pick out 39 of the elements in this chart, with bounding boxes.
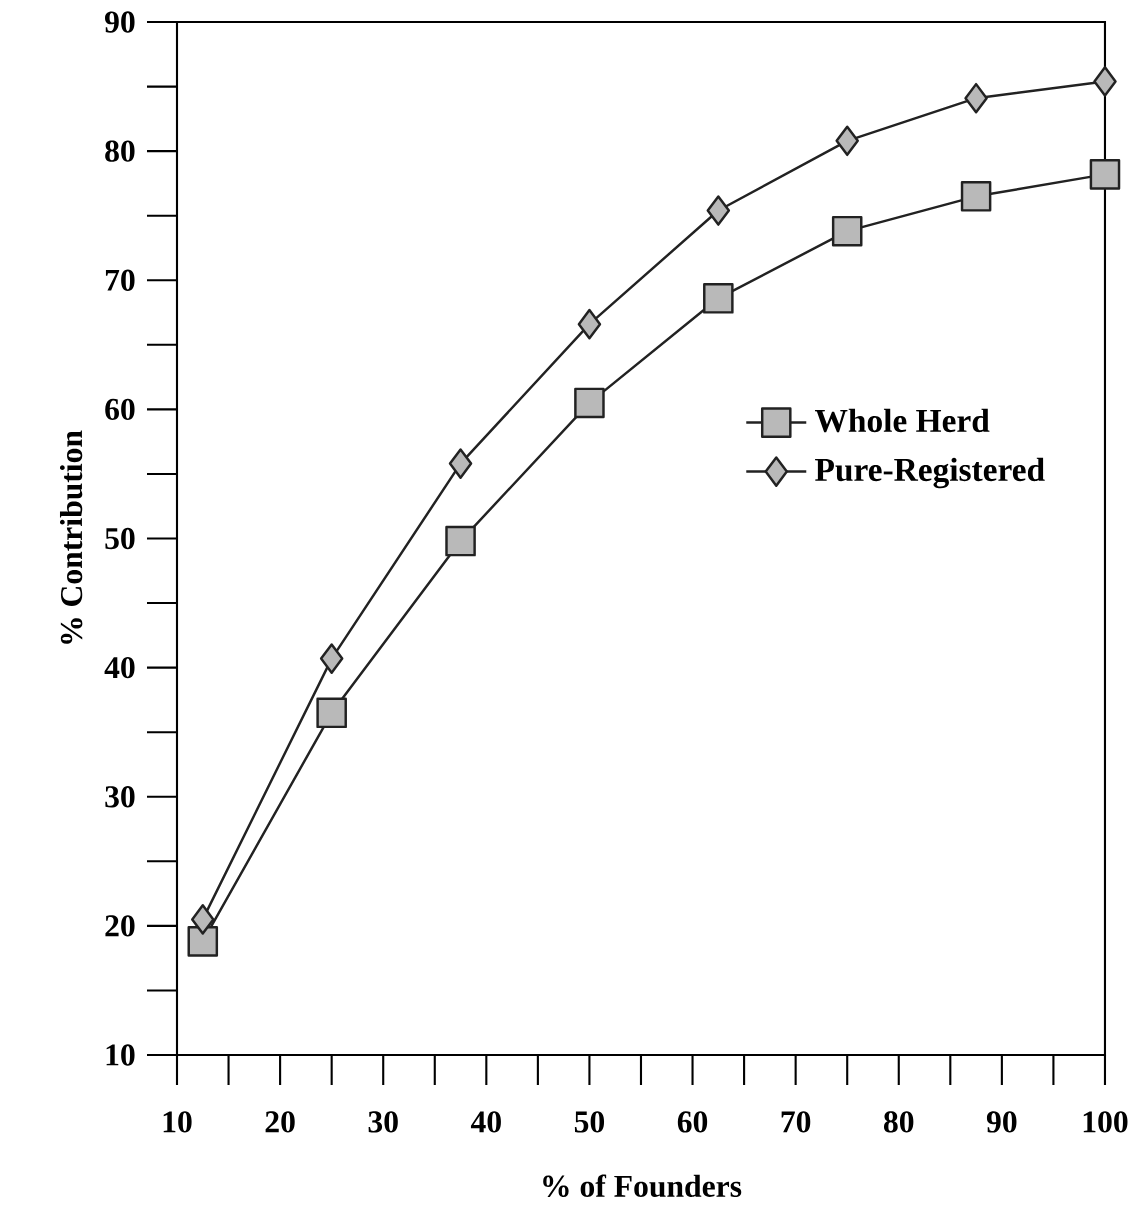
legend-label: Whole Herd (814, 408, 990, 433)
point (1089, 159, 1121, 190)
x-tick-label: 90 (986, 1111, 1017, 1133)
x-tick-label: 30 (368, 1111, 398, 1133)
point (702, 283, 734, 314)
x-tick-label: 10 (163, 1111, 192, 1133)
y-tick-label: 70 (105, 269, 135, 291)
point (831, 215, 863, 247)
y-tick-label: 50 (105, 527, 135, 550)
x-tick-label: 80 (883, 1111, 914, 1133)
point (316, 697, 347, 729)
y-axis-title: % Contribution (59, 430, 83, 644)
x-tick-label: 20 (265, 1111, 295, 1133)
point (960, 181, 992, 212)
point (574, 387, 605, 419)
point (445, 525, 476, 557)
y-tick-label: 80 (105, 140, 135, 162)
y-tick-label: 10 (106, 1044, 135, 1066)
x-tick-label: 100 (1083, 1111, 1128, 1133)
x-tick-label: 40 (470, 1111, 501, 1133)
x-tick-label: 60 (677, 1111, 708, 1133)
y-tick-label: 40 (104, 656, 135, 679)
x-axis-title: % of Founders (543, 1174, 742, 1198)
y-tick-label: 20 (105, 915, 135, 937)
point (577, 308, 602, 340)
point (964, 82, 988, 114)
y-tick-label: 90 (104, 11, 135, 33)
point (1093, 66, 1117, 97)
point (835, 125, 859, 157)
y-tick-label: 30 (105, 786, 135, 808)
point (190, 904, 215, 935)
x-tick-label: 70 (781, 1111, 811, 1133)
legend-label: Pure-Registered (814, 457, 1045, 489)
point (706, 195, 730, 226)
x-tick-label: 50 (574, 1111, 604, 1133)
point (319, 643, 344, 674)
y-tick-label: 60 (105, 398, 135, 421)
point (187, 926, 218, 957)
point (448, 448, 473, 479)
